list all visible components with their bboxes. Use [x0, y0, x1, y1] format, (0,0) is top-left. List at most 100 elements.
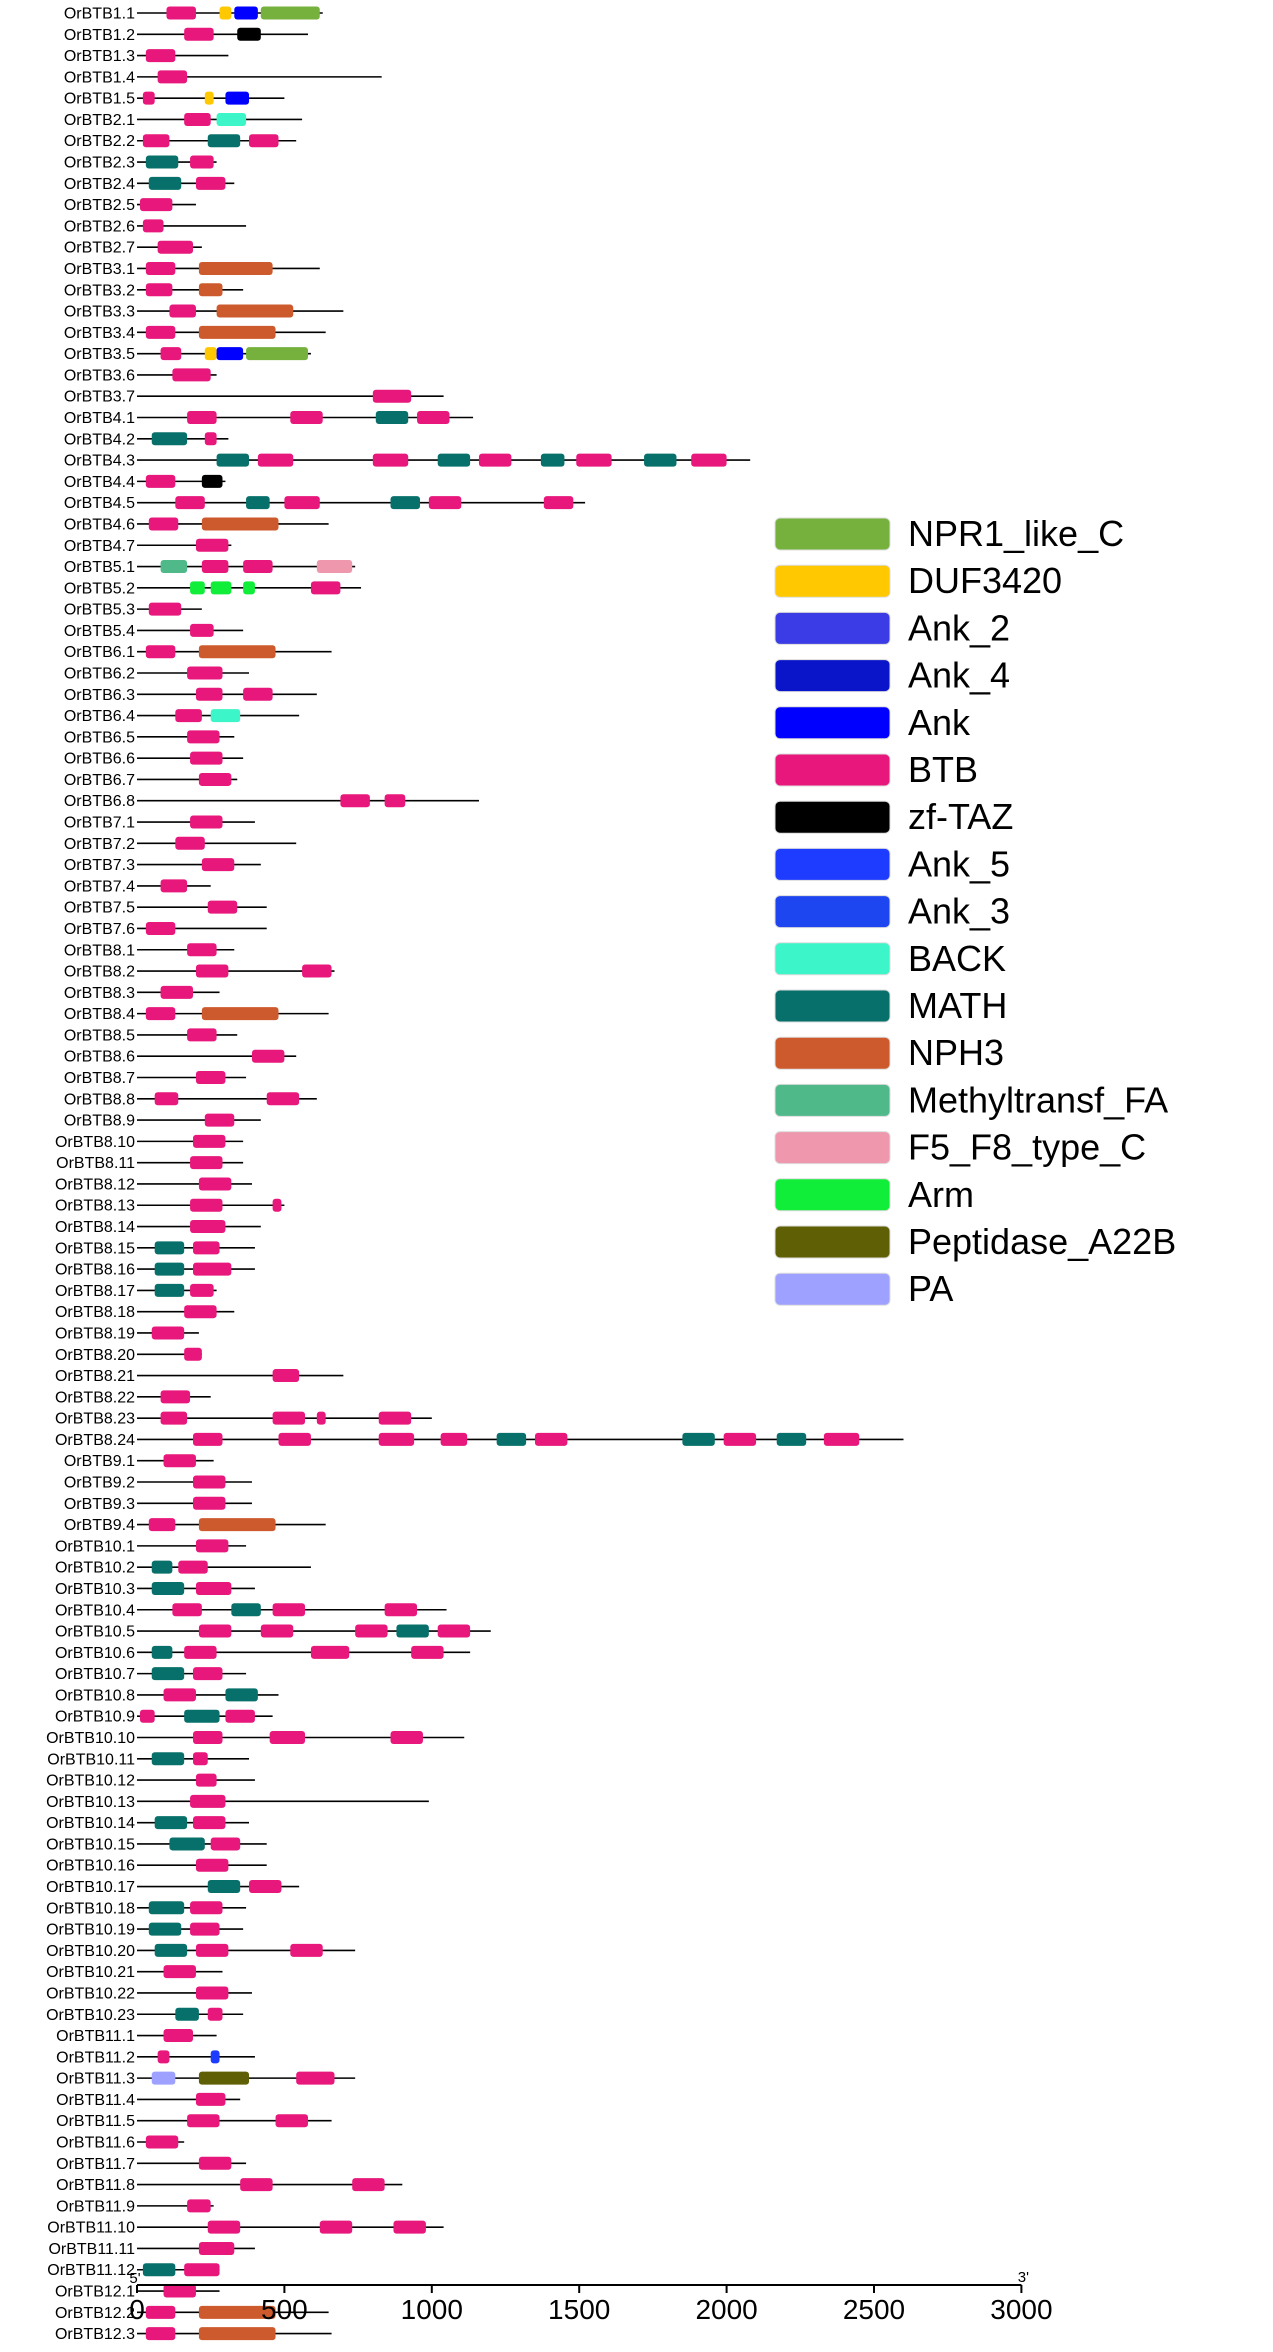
- domain-btb: [384, 794, 406, 808]
- gene-label: OrBTB8.7: [64, 1070, 135, 1087]
- gene-row: OrBTB11.10: [47, 2220, 444, 2237]
- tick-label: 2500: [843, 2294, 905, 2325]
- domain-btb: [145, 325, 176, 339]
- gene-label: OrBTB6.5: [64, 729, 135, 746]
- gene-label: OrBTB8.5: [64, 1027, 135, 1044]
- gene-label: OrBTB8.13: [55, 1198, 135, 1215]
- domain-btb: [243, 560, 273, 574]
- gene-row: OrBTB11.12: [47, 2262, 220, 2279]
- gene-label: OrBTB11.6: [56, 2135, 135, 2152]
- gene-row: OrBTB8.16: [55, 1262, 255, 1279]
- domain-btb: [207, 2007, 223, 2021]
- gene-label: OrBTB7.1: [64, 815, 135, 832]
- domain-btb: [195, 2092, 226, 2106]
- gene-row: OrBTB5.4: [64, 623, 244, 640]
- domain-btb: [195, 1773, 217, 1787]
- gene-row: OrBTB6.8: [64, 793, 479, 810]
- domain-math: [145, 155, 179, 169]
- legend-swatch: [774, 564, 891, 598]
- domain-ank: [234, 6, 258, 20]
- domain-btb: [190, 1922, 220, 1936]
- domain-btb: [139, 1709, 155, 1723]
- legend-label: Ank_5: [908, 843, 1010, 884]
- legend-swatch: [774, 1131, 891, 1165]
- domain-btb: [190, 1794, 226, 1808]
- domain-btb: [372, 453, 409, 467]
- gene-label: OrBTB8.2: [64, 964, 135, 981]
- gene-label: OrBTB10.18: [46, 1900, 135, 1917]
- gene-row: OrBTB11.5: [56, 2113, 332, 2130]
- domain-f5-f8-type-c: [316, 560, 353, 574]
- gene-label: OrBTB8.4: [64, 1006, 135, 1023]
- domain-ank-5: [210, 2050, 220, 2064]
- legend-label: Ank_2: [908, 607, 1010, 648]
- legend-swatch: [774, 706, 891, 740]
- gene-row: OrBTB10.22: [46, 1985, 252, 2002]
- domain-btb: [154, 1092, 179, 1106]
- gene-row: OrBTB8.10: [55, 1134, 244, 1151]
- legend-item: MATH: [774, 985, 1007, 1026]
- legend-label: zf-TAZ: [908, 796, 1013, 837]
- gene-label: OrBTB3.2: [64, 282, 135, 299]
- domain-nph3: [198, 2305, 276, 2319]
- legend-item: BTB: [774, 749, 978, 790]
- gene-row: OrBTB8.11: [56, 1155, 244, 1172]
- domain-btb: [195, 687, 223, 701]
- legend-label: BACK: [908, 938, 1006, 979]
- domain-btb: [266, 1092, 300, 1106]
- gene-row: OrBTB6.3: [64, 687, 317, 704]
- domain-pa: [151, 2071, 176, 2085]
- domain-btb: [148, 1518, 176, 1532]
- gene-row: OrBTB8.15: [55, 1240, 255, 1257]
- domain-btb: [543, 496, 574, 510]
- domain-btb: [142, 134, 170, 148]
- gene-label: OrBTB4.4: [64, 474, 135, 491]
- gene-label: OrBTB8.17: [55, 1283, 135, 1300]
- domain-btb: [193, 1667, 223, 1681]
- legend-item: Ank_2: [774, 607, 1010, 648]
- gene-label: OrBTB12.1: [55, 2284, 135, 2301]
- gene-row: OrBTB8.13: [55, 1198, 285, 1215]
- gene-label: OrBTB11.8: [56, 2177, 135, 2194]
- domain-math: [154, 1283, 185, 1297]
- gene-label: OrBTB7.3: [64, 857, 135, 874]
- gene-label: OrBTB8.14: [55, 1219, 135, 1236]
- gene-row: OrBTB10.19: [46, 1922, 244, 1939]
- domain-btb: [290, 411, 323, 425]
- gene-row: OrBTB9.2: [64, 1475, 252, 1492]
- domain-math: [169, 1837, 205, 1851]
- gene-label: OrBTB10.13: [46, 1794, 135, 1811]
- domain-btb: [169, 304, 196, 318]
- tick-label: 1500: [548, 2294, 610, 2325]
- domain-math: [437, 453, 471, 467]
- domain-btb: [372, 389, 412, 403]
- domain-btb: [145, 1007, 176, 1021]
- domain-math: [207, 1880, 241, 1894]
- legend-swatch: [774, 1225, 891, 1259]
- domain-math: [390, 496, 421, 510]
- domain-math: [246, 496, 270, 510]
- gene-label: OrBTB9.4: [64, 1517, 135, 1534]
- domain-btb: [243, 687, 273, 701]
- legend-label: MATH: [908, 985, 1007, 1026]
- legend-swatch: [774, 847, 891, 881]
- domain-btb: [193, 1432, 223, 1446]
- domain-btb: [257, 453, 294, 467]
- gene-label: OrBTB10.10: [46, 1730, 135, 1747]
- domain-ank: [216, 347, 244, 361]
- domain-btb: [163, 1454, 196, 1468]
- gene-label: OrBTB6.2: [64, 665, 135, 682]
- legend-label: PA: [908, 1268, 953, 1309]
- domain-nph3: [198, 1518, 276, 1532]
- tick-label: 500: [261, 2294, 308, 2325]
- domain-zf-taz: [201, 474, 223, 488]
- gene-label: OrBTB8.9: [64, 1113, 135, 1130]
- gene-row: OrBTB6.1: [64, 644, 332, 661]
- gene-row: OrBTB8.3: [64, 985, 220, 1002]
- legend-item: Methyltransf_FA: [774, 1079, 1168, 1120]
- gene-row: OrBTB1.3: [64, 48, 229, 65]
- domain-btb: [272, 1603, 306, 1617]
- domain-btb: [190, 1198, 223, 1212]
- legend-swatch: [774, 942, 891, 976]
